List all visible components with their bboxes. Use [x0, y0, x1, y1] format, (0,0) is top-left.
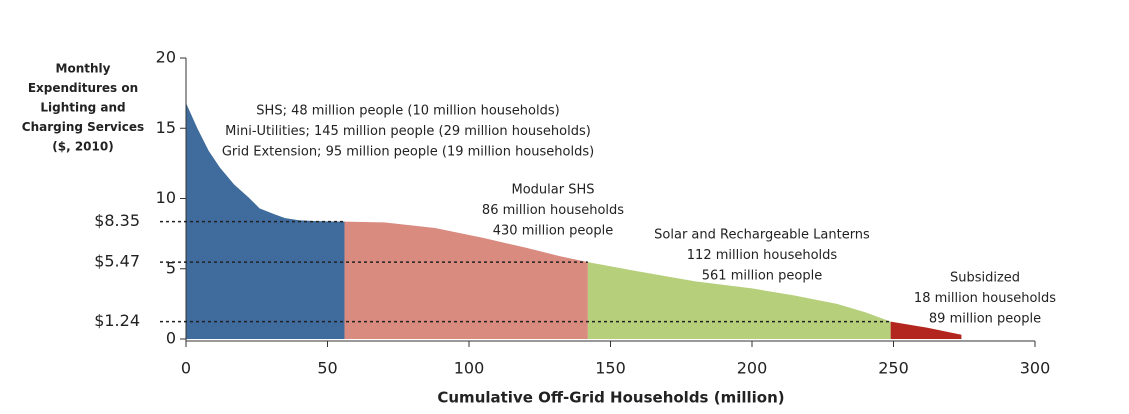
annotation: SHS; 48 million people (10 million house… [256, 104, 559, 119]
area [890, 321, 962, 339]
y-tick-label: 10 [156, 188, 176, 207]
area [186, 102, 345, 340]
reference-label: $5.47 [94, 252, 140, 271]
y-axis-title: ($, 2010) [52, 140, 113, 154]
x-tick-label: 50 [317, 359, 337, 378]
annotation: Solar and Rechargeable Lanterns [654, 228, 870, 243]
y-tick-label: 15 [156, 118, 176, 137]
y-tick-label: 5 [166, 258, 176, 277]
annotation: Grid Extension; 95 million people (19 mi… [222, 145, 594, 160]
x-axis-title: Cumulative Off-Grid Households (million) [437, 389, 784, 407]
area [344, 221, 588, 339]
area [587, 262, 891, 339]
annotation: Mini-Utilities; 145 million people (29 m… [225, 124, 591, 139]
x-tick-label: 150 [595, 359, 626, 378]
annotation: 561 million people [702, 269, 822, 284]
annotation: 430 million people [493, 224, 613, 239]
y-axis-title: Monthly [56, 62, 111, 76]
y-axis-title: Charging Services [22, 120, 144, 134]
y-tick-label: 0 [166, 329, 176, 348]
x-tick-label: 100 [454, 359, 485, 378]
annotation: 112 million households [687, 248, 838, 263]
annotation: 18 million households [914, 291, 1056, 306]
y-axis-title: Expenditures on [28, 81, 138, 95]
x-tick-label: 300 [1020, 359, 1051, 378]
y-tick-label: 20 [156, 48, 176, 67]
x-tick-label: 200 [737, 359, 768, 378]
x-tick-label: 250 [878, 359, 909, 378]
y-axis-title: Lighting and [40, 101, 125, 115]
x-tick-label: 0 [181, 359, 191, 378]
annotation: 86 million households [482, 203, 624, 218]
annotation: 89 million people [929, 312, 1041, 327]
reference-label: $8.35 [94, 211, 140, 230]
annotation: Modular SHS [512, 183, 595, 198]
reference-label: $1.24 [94, 311, 140, 330]
annotation: Subsidized [950, 271, 1020, 286]
